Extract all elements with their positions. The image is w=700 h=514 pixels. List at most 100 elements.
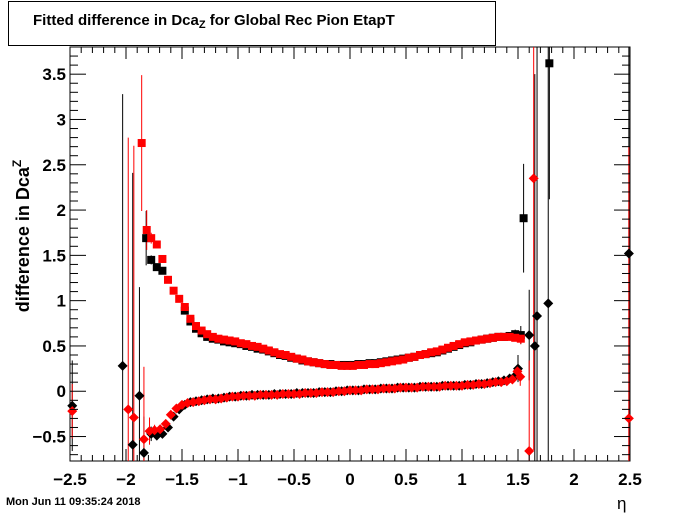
- data-point-diamond: [532, 311, 543, 322]
- data-point-square: [348, 361, 357, 370]
- data-point-diamond: [345, 385, 355, 396]
- data-point-diamond: [401, 382, 411, 393]
- data-point-diamond: [305, 388, 316, 399]
- data-point-diamond: [524, 446, 535, 457]
- x-tick-label: 2: [569, 470, 578, 489]
- data-markers: [67, 59, 634, 458]
- data-point-square: [494, 332, 503, 341]
- data-point-square: [438, 345, 447, 354]
- data-point-square: [203, 330, 212, 339]
- data-point-diamond: [395, 382, 406, 393]
- data-point-diamond: [155, 424, 166, 435]
- title-box: Fitted difference in DcaZ for Global Rec…: [8, 1, 496, 46]
- data-point-diamond: [205, 394, 215, 405]
- data-point-diamond: [322, 387, 333, 398]
- data-point-diamond: [361, 384, 372, 395]
- data-point-square: [192, 322, 200, 331]
- data-point-diamond: [367, 384, 378, 395]
- data-point-square: [147, 255, 156, 264]
- data-point-diamond: [350, 385, 361, 396]
- x-tick-label: −1: [228, 470, 247, 489]
- data-point-square: [158, 266, 167, 275]
- data-point-square: [545, 59, 554, 68]
- data-point-diamond: [490, 377, 501, 388]
- x-tick-label: −1.5: [165, 470, 199, 489]
- axes: −2.5 −2 −1.5 −1 −0.5 0 0.5 1 1.5 2 2.5 −0.5 0 0.5 1 1.5…: [32, 46, 642, 489]
- data-point-diamond: [138, 434, 149, 445]
- data-point-square: [326, 360, 335, 369]
- x-axis-label: η: [617, 494, 627, 513]
- data-point-square: [360, 360, 368, 369]
- data-point-square: [158, 254, 167, 263]
- data-point-square: [376, 359, 385, 368]
- data-point-diamond: [266, 389, 277, 400]
- data-point-diamond: [127, 439, 138, 450]
- data-point-diamond: [117, 360, 128, 371]
- title-rest: for Global Rec Pion EtapT: [205, 12, 395, 29]
- data-point-square: [365, 360, 374, 369]
- y-tick-label: 2: [57, 201, 66, 220]
- plot-frame: [69, 46, 631, 462]
- data-point-square: [137, 139, 146, 148]
- x-tick-label: 0: [345, 470, 354, 489]
- data-point-diamond: [623, 248, 634, 259]
- data-point-square: [147, 234, 156, 243]
- data-point-square: [500, 332, 508, 341]
- data-point-diamond: [277, 388, 288, 399]
- data-point-diamond: [134, 390, 145, 401]
- data-point-diamond: [515, 371, 526, 382]
- data-point-diamond: [300, 388, 311, 399]
- data-point-square: [231, 337, 240, 346]
- data-point-square: [281, 351, 290, 360]
- data-point-square: [309, 358, 318, 367]
- data-point-square: [371, 360, 380, 369]
- data-point-diamond: [238, 390, 249, 401]
- data-point-square: [287, 352, 296, 361]
- data-point-square: [449, 341, 458, 350]
- data-point-square: [354, 360, 363, 369]
- data-point-square: [511, 333, 520, 342]
- data-point-square: [444, 343, 452, 352]
- y-tick-label: 0: [57, 382, 66, 401]
- data-point-diamond: [440, 380, 451, 391]
- data-point-square: [142, 234, 151, 243]
- data-point-square: [197, 326, 206, 335]
- timestamp: Mon Jun 11 09:35:24 2018: [6, 496, 141, 508]
- data-point-square: [180, 302, 189, 311]
- data-point-diamond: [244, 390, 255, 401]
- data-point-diamond: [429, 381, 439, 392]
- data-point-diamond: [451, 380, 462, 391]
- data-point-square: [455, 340, 464, 349]
- data-point-square: [337, 361, 346, 370]
- data-point-diamond: [333, 386, 344, 397]
- y-axis-label-main: difference in Dca: [13, 166, 33, 312]
- data-point-diamond: [227, 391, 238, 402]
- data-point-square: [236, 339, 245, 348]
- data-point-square: [410, 352, 419, 361]
- y-tick-label: 0.5: [42, 337, 66, 356]
- data-point-square: [332, 360, 340, 369]
- y-axis-label: difference in DcaZ: [10, 160, 33, 312]
- data-point-square: [270, 348, 279, 357]
- data-point-diamond: [462, 379, 473, 390]
- data-point-square: [404, 353, 413, 362]
- title-subscript: Z: [198, 19, 206, 31]
- data-point-diamond: [138, 447, 149, 458]
- data-point-diamond: [507, 374, 518, 385]
- data-point-diamond: [406, 382, 417, 393]
- data-point-square: [388, 357, 396, 366]
- data-point-square: [382, 358, 391, 367]
- y-tick-label: 1.5: [42, 246, 66, 265]
- error-bars: [71, 47, 630, 461]
- data-point-diamond: [261, 389, 271, 400]
- data-point-square: [466, 337, 475, 346]
- data-point-square: [304, 357, 312, 366]
- data-point-square: [186, 314, 195, 323]
- data-point-diamond: [543, 298, 554, 309]
- data-point-diamond: [289, 388, 299, 399]
- x-tick-label: 1: [457, 470, 466, 489]
- x-tick-label: 0.5: [394, 470, 418, 489]
- y-axis-label-sub: Z: [10, 160, 24, 167]
- data-point-diamond: [528, 173, 539, 184]
